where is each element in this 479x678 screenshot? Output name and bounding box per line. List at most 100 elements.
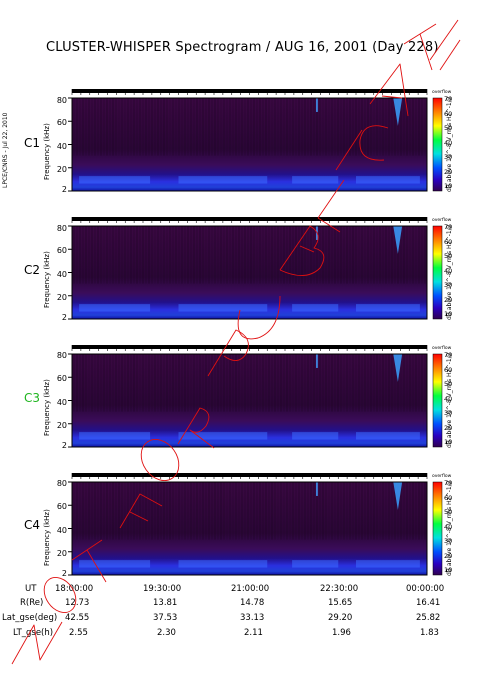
colorbar: [432, 481, 443, 576]
wave-band: [292, 560, 339, 568]
colorbar-tick-label: 70: [444, 479, 453, 487]
wave-band: [292, 304, 339, 312]
y-tick-label: 60: [56, 374, 67, 383]
wave-band: [79, 432, 151, 440]
spacecraft-label-c1: C1: [24, 136, 41, 150]
y-tick-label: 20: [56, 421, 67, 430]
y-tick-label: 60: [56, 118, 67, 127]
colorbar-tick-label: 30: [444, 153, 453, 161]
ephem-label-lt: LT_gse(h): [13, 628, 54, 638]
y-tick-label: 40: [56, 526, 67, 535]
spectrogram-panel: [68, 345, 443, 448]
y-tick-label: 2: [61, 569, 67, 578]
spacecraft-label-c2: C2: [24, 263, 41, 277]
emission-spike: [393, 482, 403, 510]
colorbar-tick-label: 10: [444, 182, 453, 190]
ephem-value: 29.20: [328, 613, 353, 623]
y-tick-label: 2: [61, 441, 67, 450]
ephem-value: 00:00:00: [406, 584, 445, 594]
colorbar-tick-label: 40: [444, 266, 453, 275]
y-tick-label: 20: [56, 165, 67, 174]
colorbar: [432, 225, 443, 320]
colorbar-tick-label: 60: [444, 493, 453, 502]
ephem-value: 12.73: [65, 598, 90, 608]
wave-band: [79, 176, 151, 184]
ephem-value: 25.82: [416, 613, 441, 623]
y-tick-label: 80: [56, 479, 67, 488]
spacecraft-label-c3: C3: [24, 391, 41, 405]
spectrogram-panel: [68, 473, 443, 576]
y-tick-label: 80: [56, 96, 67, 105]
y-tick-label: 40: [56, 398, 67, 407]
wave-band: [292, 432, 339, 440]
y-tick-label: 60: [56, 246, 67, 255]
wave-band: [178, 432, 268, 440]
colorbar-tick-label: 70: [444, 351, 453, 359]
spacecraft-label-c4: C4: [24, 518, 41, 532]
wave-band: [178, 560, 268, 568]
colorbar-tick-label: 40: [444, 522, 453, 531]
ephem-label-r: R(Re): [20, 598, 44, 608]
colorbar-tick-label: 60: [444, 237, 453, 246]
y-tick-label: 20: [56, 293, 67, 302]
ephem-value: 1.96: [332, 628, 351, 638]
ephem-label-lat: Lat_gse(deg): [2, 613, 58, 623]
colorbar-tick-label: 10: [444, 310, 453, 318]
colorbar-tick-label: 40: [444, 394, 453, 403]
colorbar: [432, 353, 443, 448]
colorbar-tick-label: 60: [444, 365, 453, 374]
emission-spike: [393, 354, 403, 382]
colorbar-tick-label: 60: [444, 109, 453, 118]
ephem-value: 42.55: [65, 613, 90, 623]
wave-band: [356, 432, 420, 440]
y-tick-label: 80: [56, 224, 67, 233]
ephem-value: 14.78: [240, 598, 265, 608]
y-tick-label: 80: [56, 351, 67, 360]
spectrogram-panel: [68, 89, 443, 192]
page-title: CLUSTER-WHISPER Spectrogram / AUG 16, 20…: [46, 40, 439, 55]
colorbar-tick-label: 50: [444, 124, 453, 132]
ephem-label-ut: UT: [25, 584, 37, 594]
colorbar-tick-label: 30: [444, 409, 453, 417]
colorbar-tick-label: 50: [444, 508, 453, 516]
spectrogram-image: [72, 354, 427, 447]
colorbar-tick-label: 50: [444, 380, 453, 388]
wave-band: [178, 176, 268, 184]
ephem-value: 2.30: [157, 628, 176, 638]
ephem-value: 33.13: [240, 613, 265, 623]
colorbar-tick-label: 40: [444, 138, 453, 147]
ephem-value: 2.55: [69, 628, 88, 638]
colorbar-tick-label: 30: [444, 281, 453, 289]
ephem-value: 13.81: [153, 598, 178, 608]
ephem-value: 1.83: [420, 628, 439, 638]
wave-band: [292, 176, 339, 184]
colorbar-top-label: overflow: [432, 346, 452, 351]
colorbar-tick-label: 30: [444, 537, 453, 545]
ephem-value: 15.65: [328, 598, 353, 608]
colorbar-top-label: overflow: [432, 474, 452, 479]
colorbar-tick-label: 20: [444, 423, 453, 432]
wave-band: [356, 560, 420, 568]
emission-spike: [393, 226, 403, 254]
colorbar-tick-label: 20: [444, 295, 453, 304]
y-tick-label: 40: [56, 142, 67, 151]
ephem-value: 21:00:00: [231, 584, 270, 594]
colorbar-tick-label: 20: [444, 167, 453, 176]
wave-band: [356, 176, 420, 184]
ephem-value: 19:30:00: [143, 584, 182, 594]
wave-band: [356, 304, 420, 312]
colorbar-top-label: overflow: [432, 218, 452, 223]
colorbar-tick-label: 70: [444, 95, 453, 103]
y-tick-label: 2: [61, 185, 67, 194]
wave-band: [178, 304, 268, 312]
ephem-value: 16.41: [416, 598, 441, 608]
colorbar: [432, 97, 443, 192]
wave-band: [79, 304, 151, 312]
ephem-value: 37.53: [153, 613, 178, 623]
y-tick-label: 2: [61, 313, 67, 322]
wave-band: [79, 560, 151, 568]
ephem-value: 2.11: [244, 628, 263, 638]
colorbar-tick-label: 70: [444, 223, 453, 231]
colorbar-tick-label: 10: [444, 566, 453, 574]
